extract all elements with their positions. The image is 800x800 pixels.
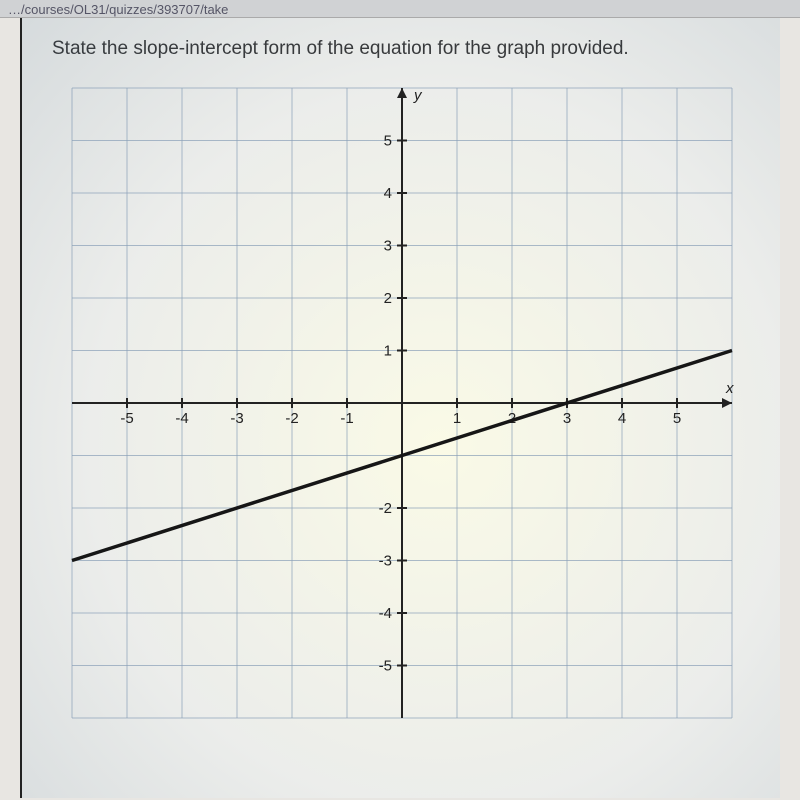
- svg-text:4: 4: [618, 410, 626, 427]
- url-text: …/courses/OL31/quizzes/393707/take: [8, 2, 228, 17]
- svg-text:-4: -4: [175, 410, 188, 427]
- graph-figure: -5-4-3-2-11234512345-2-3-4-5yx: [52, 78, 752, 738]
- svg-text:3: 3: [563, 410, 571, 427]
- svg-text:5: 5: [384, 133, 392, 150]
- svg-text:4: 4: [384, 185, 392, 202]
- svg-text:3: 3: [384, 238, 392, 255]
- svg-text:-5: -5: [120, 410, 133, 427]
- svg-text:2: 2: [384, 290, 392, 307]
- svg-text:-3: -3: [230, 410, 243, 427]
- svg-text:-1: -1: [340, 410, 353, 427]
- svg-text:-3: -3: [379, 553, 392, 570]
- svg-text:1: 1: [453, 410, 461, 427]
- svg-text:x: x: [725, 380, 734, 397]
- svg-text:-4: -4: [379, 605, 392, 622]
- svg-text:5: 5: [673, 410, 681, 427]
- svg-text:-5: -5: [379, 658, 392, 675]
- quiz-page: State the slope-intercept form of the eq…: [20, 18, 780, 798]
- question-prompt: State the slope-intercept form of the eq…: [52, 38, 770, 60]
- svg-text:-2: -2: [379, 500, 392, 517]
- svg-text:-2: -2: [285, 410, 298, 427]
- url-bar: …/courses/OL31/quizzes/393707/take: [0, 0, 800, 18]
- svg-text:y: y: [413, 87, 423, 104]
- coordinate-plane: -5-4-3-2-11234512345-2-3-4-5yx: [52, 78, 752, 738]
- svg-text:1: 1: [384, 343, 392, 360]
